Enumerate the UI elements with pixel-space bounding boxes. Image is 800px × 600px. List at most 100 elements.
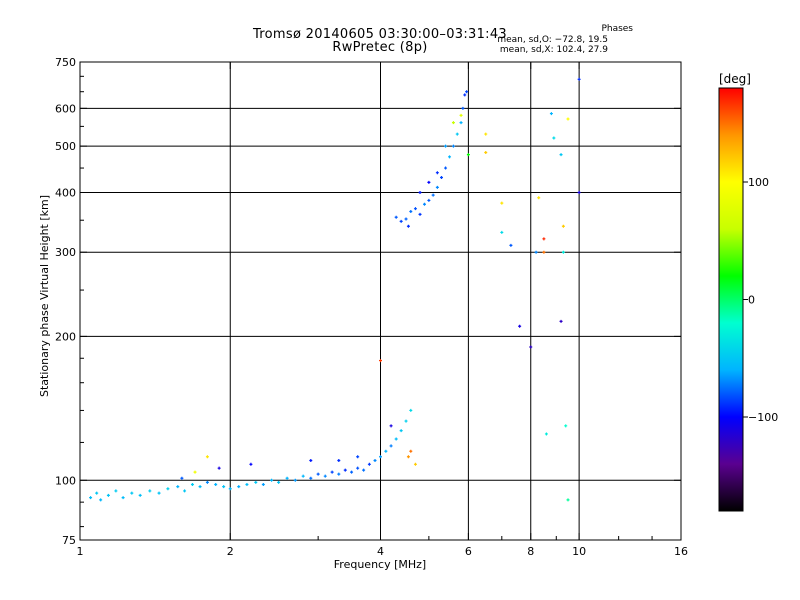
data-point xyxy=(138,493,142,497)
data-point xyxy=(373,458,377,462)
data-point xyxy=(198,485,202,489)
data-point xyxy=(148,489,152,493)
data-point xyxy=(465,90,469,94)
data-point xyxy=(222,485,226,489)
data-point xyxy=(389,424,393,428)
data-point xyxy=(444,166,448,170)
data-point xyxy=(193,470,197,474)
data-point xyxy=(277,480,281,484)
chart-subtitle: RwPretec (8p) xyxy=(332,40,428,55)
data-point xyxy=(518,324,522,328)
data-point xyxy=(254,480,258,484)
data-point xyxy=(509,243,513,247)
data-point xyxy=(180,476,184,480)
y-tick-label: 200 xyxy=(55,330,76,343)
data-point xyxy=(427,198,431,202)
data-point xyxy=(559,319,563,323)
data-point xyxy=(444,144,448,148)
colorbar-tick-label: 0 xyxy=(748,294,755,307)
data-point xyxy=(356,466,360,470)
x-axis-label: Frequency [MHz] xyxy=(334,558,426,571)
data-point xyxy=(461,106,465,110)
colorbar-tick-label: −100 xyxy=(748,411,778,424)
data-point xyxy=(404,217,408,221)
data-point xyxy=(379,455,382,459)
data-point xyxy=(422,202,426,206)
data-point xyxy=(356,455,360,459)
y-tick-label: 75 xyxy=(62,534,76,547)
data-point xyxy=(384,449,388,453)
data-point xyxy=(549,112,553,116)
colorbar-unit-label: [deg] xyxy=(719,72,751,86)
phase-stats-x: mean, sd,X: 102.4, 27.9 xyxy=(499,45,608,55)
x-tick-label: 6 xyxy=(465,545,472,558)
data-point xyxy=(362,468,366,472)
data-point xyxy=(561,250,565,254)
y-tick-label: 100 xyxy=(55,474,76,487)
data-point xyxy=(176,485,180,489)
data-point xyxy=(89,496,93,500)
data-point xyxy=(559,153,563,157)
data-point xyxy=(409,210,413,214)
chart-title: Tromsø 20140605 03:30:00–03:31:43 xyxy=(252,27,508,42)
colorbar-tick-label: 100 xyxy=(748,176,769,189)
data-point xyxy=(166,487,170,491)
data-point xyxy=(448,155,452,159)
data-point xyxy=(214,482,218,486)
data-point xyxy=(566,117,570,121)
data-point xyxy=(130,491,134,495)
data-point xyxy=(316,472,320,476)
data-point xyxy=(500,230,504,234)
data-point xyxy=(237,485,241,489)
data-point xyxy=(431,193,435,197)
data-point xyxy=(95,491,99,495)
data-point xyxy=(406,224,410,228)
data-point xyxy=(399,429,403,433)
data-point xyxy=(406,455,410,459)
data-point xyxy=(157,491,161,495)
data-point xyxy=(500,201,504,205)
data-point xyxy=(466,153,470,157)
data-point xyxy=(534,250,538,254)
data-point xyxy=(577,77,581,81)
data-point xyxy=(285,476,289,480)
data-point xyxy=(451,121,455,125)
data-point xyxy=(577,190,581,194)
data-point xyxy=(542,250,546,254)
y-tick-label: 300 xyxy=(55,246,76,259)
data-point xyxy=(249,462,253,466)
data-point xyxy=(350,470,354,474)
data-point xyxy=(323,474,327,478)
data-point xyxy=(106,493,110,497)
data-point xyxy=(309,458,313,462)
y-tick-label: 500 xyxy=(55,140,76,153)
data-point xyxy=(293,478,297,482)
data-point xyxy=(337,472,341,476)
colorbar-ticks: 100 0 −100 xyxy=(743,176,778,424)
data-point xyxy=(413,207,417,211)
data-point xyxy=(389,444,393,448)
axes: 1 2 4 6 8 10 16 75 100 200 300 400 500 600 750 xyxy=(55,56,688,558)
data-point xyxy=(459,121,463,125)
data-point xyxy=(544,432,548,436)
data-point xyxy=(379,359,382,363)
data-point xyxy=(463,93,467,97)
data-point xyxy=(552,136,556,140)
data-point xyxy=(309,476,313,480)
y-tick-label: 400 xyxy=(55,186,76,199)
data-point xyxy=(564,424,568,428)
data-point xyxy=(399,219,403,223)
data-point xyxy=(270,478,274,482)
data-point xyxy=(228,487,232,491)
y-tick-label: 750 xyxy=(55,56,76,69)
phase-stats-heading: Phases xyxy=(601,24,633,34)
data-point xyxy=(394,437,398,441)
data-point xyxy=(427,180,431,184)
data-points xyxy=(89,77,581,502)
data-point xyxy=(451,144,455,148)
data-point xyxy=(183,489,187,493)
data-point xyxy=(394,215,398,219)
data-point xyxy=(337,458,341,462)
data-point xyxy=(190,482,194,486)
